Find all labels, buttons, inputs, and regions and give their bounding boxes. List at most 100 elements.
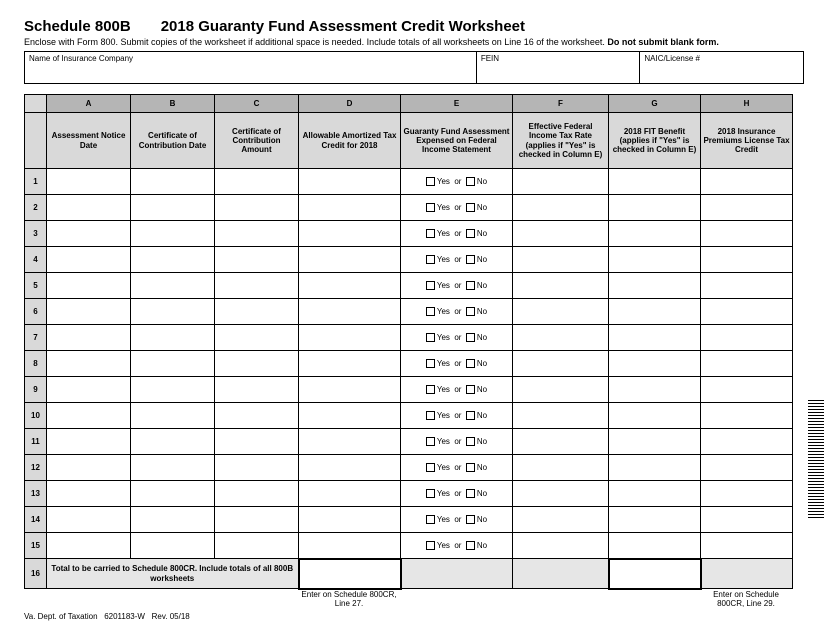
- cell-d[interactable]: [299, 221, 401, 247]
- company-cell[interactable]: Name of Insurance Company: [25, 52, 477, 84]
- cell-h[interactable]: [701, 455, 793, 481]
- cell-g[interactable]: [609, 507, 701, 533]
- cell-f[interactable]: [513, 273, 609, 299]
- cell-b[interactable]: [131, 403, 215, 429]
- cell-b[interactable]: [131, 507, 215, 533]
- cell-c[interactable]: [215, 169, 299, 195]
- checkbox-no[interactable]: [466, 255, 475, 264]
- cell-g[interactable]: [609, 377, 701, 403]
- cell-b[interactable]: [131, 455, 215, 481]
- cell-c[interactable]: [215, 273, 299, 299]
- cell-c[interactable]: [215, 247, 299, 273]
- cell-g[interactable]: [609, 455, 701, 481]
- cell-h[interactable]: [701, 351, 793, 377]
- checkbox-yes[interactable]: [426, 281, 435, 290]
- checkbox-yes[interactable]: [426, 255, 435, 264]
- cell-d[interactable]: [299, 247, 401, 273]
- checkbox-yes[interactable]: [426, 229, 435, 238]
- cell-f[interactable]: [513, 247, 609, 273]
- cell-b[interactable]: [131, 429, 215, 455]
- cell-b[interactable]: [131, 481, 215, 507]
- checkbox-yes[interactable]: [426, 411, 435, 420]
- cell-c[interactable]: [215, 455, 299, 481]
- checkbox-yes[interactable]: [426, 177, 435, 186]
- cell-e[interactable]: Yes or No: [401, 507, 513, 533]
- cell-a[interactable]: [47, 377, 131, 403]
- cell-d[interactable]: [299, 273, 401, 299]
- cell-a[interactable]: [47, 299, 131, 325]
- cell-g[interactable]: [609, 351, 701, 377]
- checkbox-yes[interactable]: [426, 307, 435, 316]
- checkbox-no[interactable]: [466, 437, 475, 446]
- cell-e[interactable]: Yes or No: [401, 299, 513, 325]
- cell-c[interactable]: [215, 325, 299, 351]
- cell-e[interactable]: Yes or No: [401, 533, 513, 559]
- cell-d[interactable]: [299, 325, 401, 351]
- cell-c[interactable]: [215, 429, 299, 455]
- cell-a[interactable]: [47, 351, 131, 377]
- cell-g[interactable]: [609, 481, 701, 507]
- cell-e[interactable]: Yes or No: [401, 221, 513, 247]
- cell-h[interactable]: [701, 481, 793, 507]
- cell-c[interactable]: [215, 377, 299, 403]
- cell-g[interactable]: [609, 299, 701, 325]
- cell-d[interactable]: [299, 195, 401, 221]
- cell-g[interactable]: [609, 403, 701, 429]
- cell-g[interactable]: [609, 429, 701, 455]
- cell-f[interactable]: [513, 429, 609, 455]
- checkbox-no[interactable]: [466, 177, 475, 186]
- checkbox-yes[interactable]: [426, 463, 435, 472]
- cell-d[interactable]: [299, 377, 401, 403]
- total-g-cell[interactable]: [609, 559, 701, 589]
- cell-f[interactable]: [513, 481, 609, 507]
- checkbox-yes[interactable]: [426, 437, 435, 446]
- cell-c[interactable]: [215, 481, 299, 507]
- cell-e[interactable]: Yes or No: [401, 169, 513, 195]
- cell-h[interactable]: [701, 403, 793, 429]
- cell-c[interactable]: [215, 533, 299, 559]
- cell-c[interactable]: [215, 507, 299, 533]
- cell-a[interactable]: [47, 195, 131, 221]
- cell-a[interactable]: [47, 533, 131, 559]
- cell-h[interactable]: [701, 533, 793, 559]
- cell-d[interactable]: [299, 481, 401, 507]
- cell-h[interactable]: [701, 169, 793, 195]
- cell-b[interactable]: [131, 377, 215, 403]
- cell-f[interactable]: [513, 533, 609, 559]
- checkbox-no[interactable]: [466, 489, 475, 498]
- cell-e[interactable]: Yes or No: [401, 429, 513, 455]
- cell-h[interactable]: [701, 195, 793, 221]
- checkbox-yes[interactable]: [426, 359, 435, 368]
- cell-d[interactable]: [299, 299, 401, 325]
- cell-g[interactable]: [609, 533, 701, 559]
- cell-e[interactable]: Yes or No: [401, 455, 513, 481]
- cell-h[interactable]: [701, 247, 793, 273]
- cell-h[interactable]: [701, 507, 793, 533]
- checkbox-yes[interactable]: [426, 541, 435, 550]
- cell-a[interactable]: [47, 481, 131, 507]
- checkbox-no[interactable]: [466, 203, 475, 212]
- cell-g[interactable]: [609, 169, 701, 195]
- cell-b[interactable]: [131, 299, 215, 325]
- cell-h[interactable]: [701, 221, 793, 247]
- cell-b[interactable]: [131, 247, 215, 273]
- cell-h[interactable]: [701, 377, 793, 403]
- naic-cell[interactable]: NAIC/License #: [640, 52, 804, 84]
- cell-a[interactable]: [47, 247, 131, 273]
- checkbox-no[interactable]: [466, 229, 475, 238]
- cell-g[interactable]: [609, 195, 701, 221]
- cell-c[interactable]: [215, 299, 299, 325]
- checkbox-yes[interactable]: [426, 515, 435, 524]
- cell-c[interactable]: [215, 351, 299, 377]
- checkbox-no[interactable]: [466, 359, 475, 368]
- cell-f[interactable]: [513, 299, 609, 325]
- cell-d[interactable]: [299, 507, 401, 533]
- cell-e[interactable]: Yes or No: [401, 377, 513, 403]
- cell-e[interactable]: Yes or No: [401, 273, 513, 299]
- cell-d[interactable]: [299, 351, 401, 377]
- cell-a[interactable]: [47, 455, 131, 481]
- cell-c[interactable]: [215, 195, 299, 221]
- cell-e[interactable]: Yes or No: [401, 351, 513, 377]
- cell-f[interactable]: [513, 351, 609, 377]
- cell-a[interactable]: [47, 273, 131, 299]
